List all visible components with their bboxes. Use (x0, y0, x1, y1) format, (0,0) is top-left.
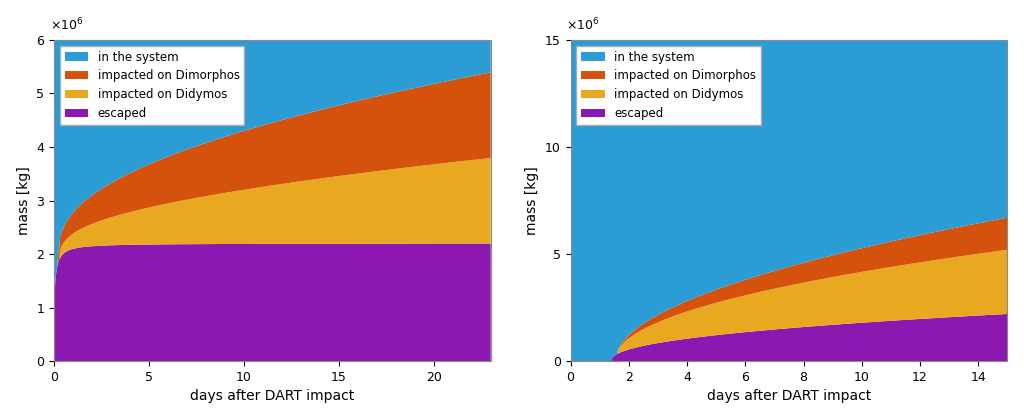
Text: $\times 10^6$: $\times 10^6$ (49, 17, 83, 33)
Text: $\times 10^6$: $\times 10^6$ (566, 17, 600, 33)
X-axis label: days after DART impact: days after DART impact (707, 389, 871, 403)
Y-axis label: mass [kg]: mass [kg] (16, 166, 31, 235)
Legend: in the system, impacted on Dimorphos, impacted on Didymos, escaped: in the system, impacted on Dimorphos, im… (59, 46, 245, 125)
X-axis label: days after DART impact: days after DART impact (190, 389, 354, 403)
Legend: in the system, impacted on Dimorphos, impacted on Didymos, escaped: in the system, impacted on Dimorphos, im… (577, 46, 761, 125)
Y-axis label: mass [kg]: mass [kg] (525, 166, 540, 235)
